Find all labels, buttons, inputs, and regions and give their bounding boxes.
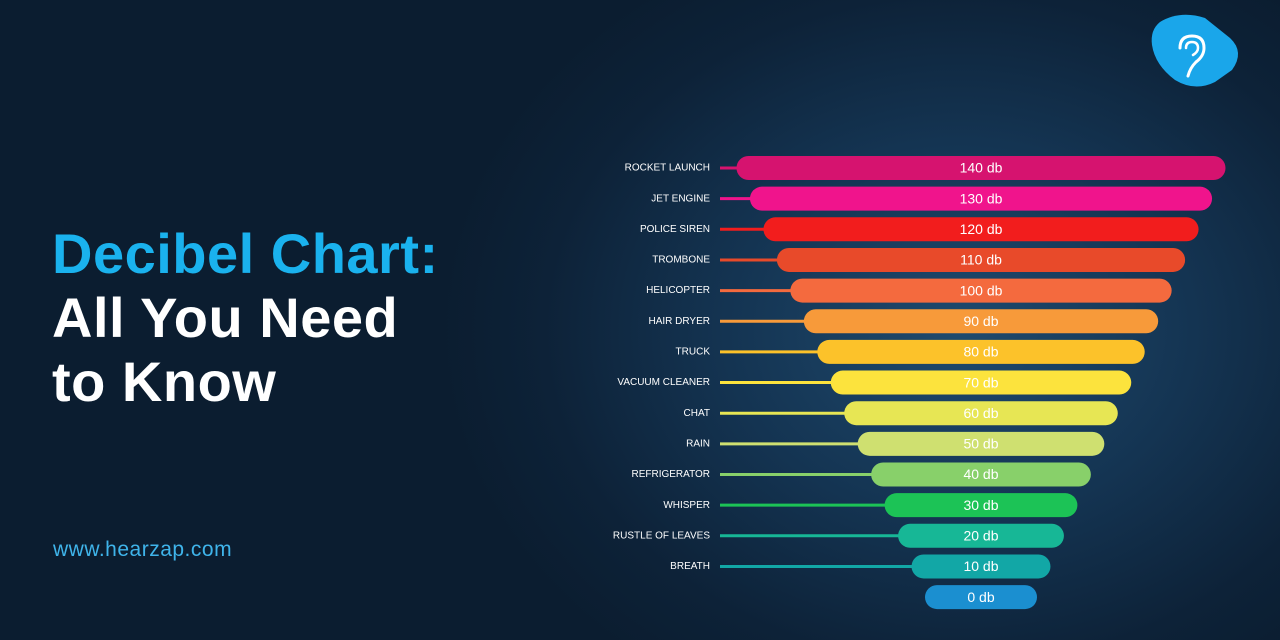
title-line: Decibel Chart: [52,222,439,285]
value-label: 120 db [960,221,1003,237]
bar [911,554,1051,579]
value-label: 90 db [963,313,998,329]
value-label: 80 db [963,344,998,360]
value-label: 40 db [963,466,998,482]
value-label: 110 db [960,252,1002,268]
category-label: BREATH [670,561,710,572]
bar [776,247,1186,272]
value-label: 10 db [963,558,998,574]
bar [884,493,1078,518]
category-label: WHISPER [663,500,710,511]
value-label: 30 db [963,497,998,513]
category-label: JET ENGINE [651,193,710,204]
title-line: to Know [52,350,277,413]
category-label: VACUUM CLEANER [617,377,710,388]
category-label: RUSTLE OF LEAVES [613,530,710,541]
bar [817,339,1145,364]
logo [1151,14,1239,87]
value-label: 70 db [963,374,998,390]
category-label: HELICOPTER [646,285,710,296]
category-label: HAIR DRYER [649,316,711,327]
bar [857,431,1105,456]
bar [763,217,1199,242]
category-label: POLICE SIREN [640,224,710,235]
value-label: 0 db [967,589,994,605]
website: www.hearzap.com [53,538,233,561]
value-label: 60 db [963,405,998,421]
bar [844,401,1118,426]
bar [803,309,1159,334]
value-label: 100 db [960,282,1003,298]
value-label: 20 db [963,528,998,544]
bar [736,156,1226,180]
bar [749,186,1213,211]
category-label: CHAT [684,408,710,419]
category-label: ROCKET LAUNCH [625,163,710,174]
bar [790,278,1172,303]
bar [871,462,1091,487]
bar [898,523,1064,548]
bar [830,370,1132,395]
value-label: 140 db [960,160,1003,176]
category-label: REFRIGERATOR [631,469,710,480]
category-label: TRUCK [676,347,711,358]
category-label: TROMBONE [652,255,710,266]
value-label: 130 db [960,190,1003,206]
bar [925,585,1037,610]
category-label: RAIN [686,438,710,449]
title-line: All You Need [52,286,399,349]
value-label: 50 db [963,436,998,452]
